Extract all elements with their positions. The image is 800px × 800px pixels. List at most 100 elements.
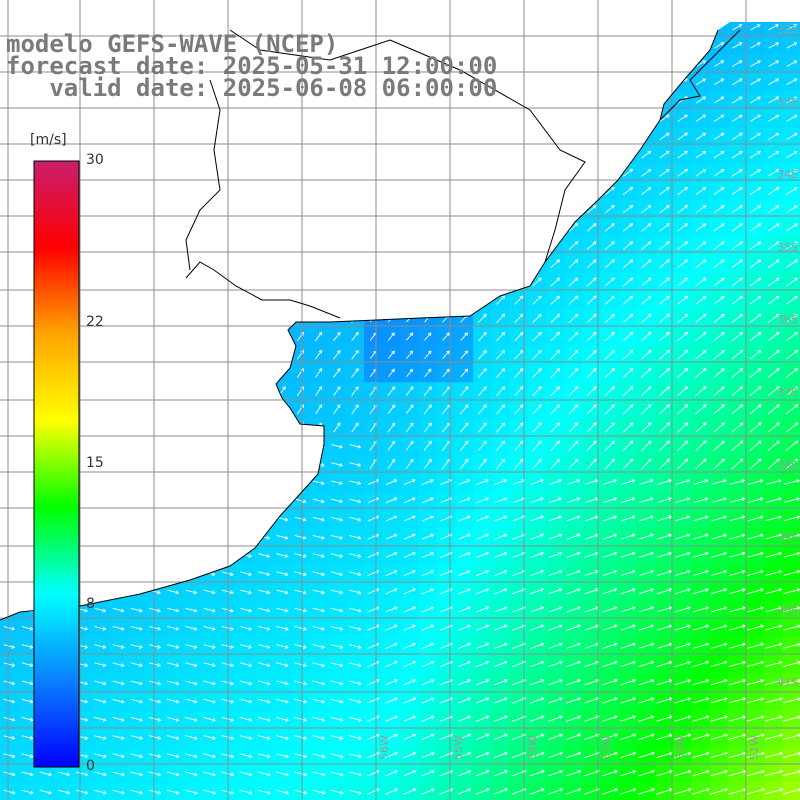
- wind-arrow: [622, 368, 634, 378]
- wind-arrow: [457, 642, 472, 649]
- wind-arrow: [493, 769, 509, 777]
- wind-arrow: [714, 42, 725, 49]
- wind-arrow: [496, 295, 506, 305]
- wind-arrow: [312, 480, 325, 486]
- wind-arrow: [659, 223, 670, 232]
- wind-arrow: [782, 733, 800, 740]
- wind-arrow: [496, 313, 506, 323]
- wind-arrow: [494, 533, 508, 540]
- wind-arrow: [601, 751, 619, 759]
- wind-arrow: [641, 187, 652, 195]
- wind-arrow: [732, 42, 743, 49]
- wind-arrow: [768, 42, 780, 49]
- wind-arrow: [657, 551, 673, 558]
- wind-arrow: [185, 626, 198, 631]
- wind-arrow: [351, 404, 359, 415]
- wind-arrow: [494, 497, 508, 504]
- wind-arrow: [674, 715, 692, 722]
- wind-arrow: [749, 259, 762, 269]
- wind-arrow: [695, 78, 707, 86]
- wind-arrow: [21, 789, 34, 795]
- wind-arrow: [640, 440, 652, 452]
- wind-arrow: [476, 515, 489, 522]
- wind-arrow: [693, 497, 709, 504]
- wind-arrow: [112, 698, 125, 704]
- wind-arrow: [731, 295, 744, 305]
- wind-arrow: [348, 589, 362, 595]
- wind-arrow: [312, 571, 326, 577]
- wind-arrow: [710, 715, 728, 722]
- wind-arrow: [94, 789, 107, 795]
- wind-arrow: [548, 678, 563, 686]
- wind-arrow: [421, 660, 435, 668]
- wind-arrow: [529, 733, 545, 741]
- wind-arrow: [604, 241, 615, 250]
- wind-arrow: [532, 295, 542, 305]
- wind-arrow: [512, 479, 526, 485]
- wind-arrow: [767, 422, 780, 433]
- wind-arrow: [203, 789, 217, 795]
- wind-arrow: [782, 678, 800, 686]
- wind-arrow: [674, 733, 692, 740]
- wind-arrow: [765, 515, 782, 522]
- wind-arrow: [749, 277, 762, 287]
- wind-arrow: [494, 606, 508, 613]
- wind-arrow: [783, 515, 800, 522]
- wind-arrow: [568, 223, 579, 232]
- wind-arrow: [767, 386, 780, 397]
- wind-arrow: [367, 624, 380, 631]
- wind-arrow: [640, 349, 652, 360]
- wind-arrow: [385, 715, 398, 722]
- wind-arrow: [695, 114, 707, 122]
- wind-arrow: [112, 717, 125, 722]
- wind-arrow: [710, 769, 729, 777]
- wind-arrow: [475, 715, 490, 722]
- wind-arrow: [550, 349, 561, 360]
- wind-arrow: [638, 678, 655, 686]
- wind-arrow: [657, 533, 673, 540]
- wind-arrow: [130, 698, 144, 704]
- wind-arrow: [641, 168, 652, 177]
- wind-arrow: [475, 769, 490, 777]
- wind-arrow: [621, 478, 636, 485]
- wind-arrow: [314, 331, 323, 342]
- wind-arrow: [203, 644, 216, 649]
- wind-arrow: [731, 350, 744, 360]
- wind-arrow: [148, 771, 162, 777]
- wind-arrow: [674, 678, 692, 686]
- wind-arrow: [112, 753, 125, 759]
- wind-arrow: [657, 497, 673, 504]
- wind-arrow: [566, 569, 581, 577]
- wind-arrow: [638, 551, 654, 558]
- wind-arrow: [604, 259, 615, 269]
- wind-arrow: [604, 349, 615, 360]
- lagoon-shore: [185, 261, 341, 319]
- wind-arrow: [641, 295, 652, 305]
- wind-arrow: [258, 607, 271, 613]
- wind-arrow: [782, 751, 800, 759]
- wind-arrow: [403, 497, 416, 504]
- wind-arrow: [478, 368, 487, 378]
- wind-arrow: [333, 331, 341, 342]
- wind-arrow: [493, 733, 508, 741]
- wind-arrow: [403, 733, 417, 741]
- wind-arrow: [767, 259, 780, 269]
- wind-arrow: [112, 735, 125, 740]
- wind-arrow: [387, 440, 396, 451]
- wind-arrow: [731, 132, 743, 141]
- wind-arrow: [514, 386, 524, 397]
- wind-arrow: [21, 735, 34, 740]
- wind-arrow: [148, 753, 162, 759]
- wind-arrow: [529, 788, 545, 795]
- wind-arrow: [548, 497, 563, 504]
- wind-arrow: [478, 404, 487, 415]
- wind-arrow: [185, 753, 198, 759]
- wind-arrow: [547, 788, 564, 795]
- wind-arrow: [604, 458, 615, 470]
- wind-arrow: [677, 187, 688, 195]
- wind-arrow: [258, 626, 271, 631]
- wind-arrow: [765, 606, 783, 613]
- wind-arrow: [767, 313, 780, 323]
- wind-arrow: [568, 241, 579, 250]
- wind-arrow: [749, 169, 762, 177]
